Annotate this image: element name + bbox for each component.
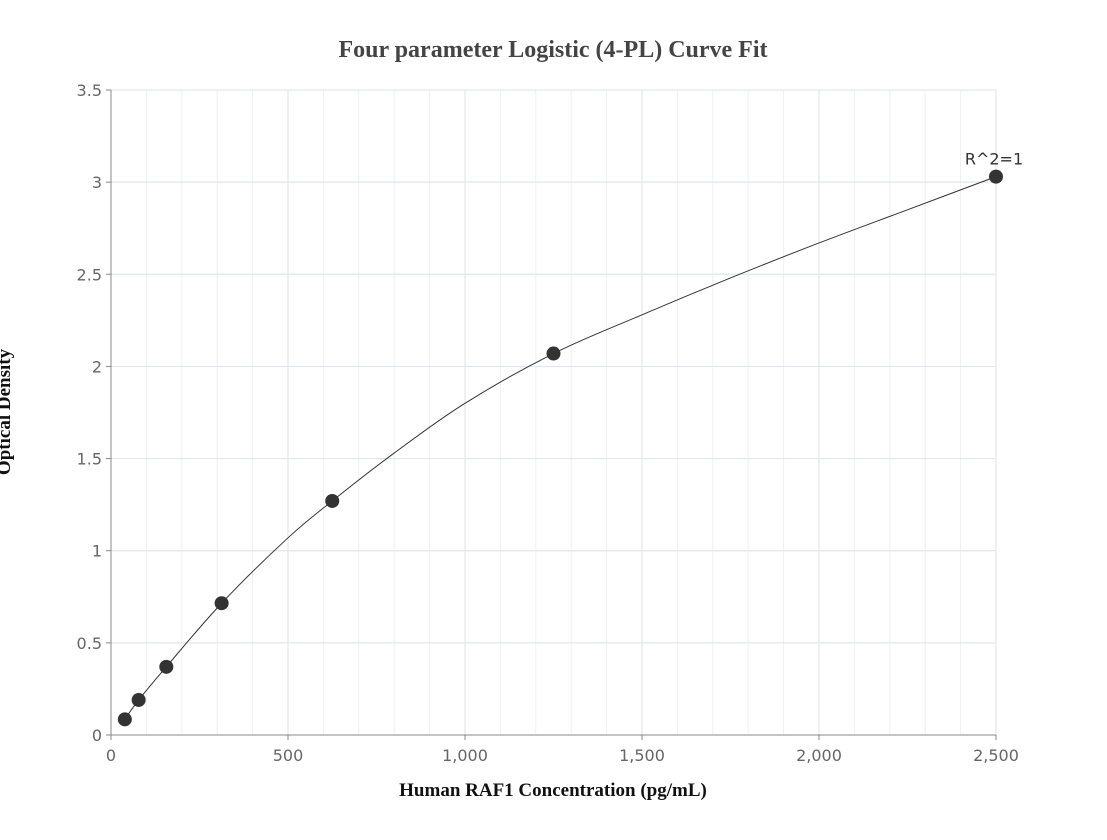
y-axis-title: Optical Density [0, 348, 15, 475]
y-tick-label: 0.5 [77, 634, 102, 653]
x-tick-label: 2,000 [796, 746, 842, 765]
x-tick-label: 500 [273, 746, 304, 765]
grid [111, 89, 997, 735]
fit-curve [124, 176, 997, 720]
x-axis-title: Human RAF1 Concentration (pg/mL) [399, 780, 707, 801]
y-tick-label: 0 [92, 726, 102, 745]
y-tick-label: 3 [92, 173, 102, 192]
x-tick-label: 2,500 [973, 746, 1019, 765]
data-point [546, 346, 561, 361]
chart-title: Four parameter Logistic (4-PL) Curve Fit [338, 37, 767, 63]
x-tick-label: 1,000 [442, 746, 488, 765]
y-tick-label: 1 [92, 542, 102, 561]
data-point [159, 659, 174, 674]
tick-labels: 0 500 1,000 1,500 2,000 2,500 0 0.5 1 1.5 2 2.5 3 3.5 [77, 81, 1019, 765]
data-point [131, 692, 146, 707]
data-point [989, 169, 1003, 184]
annotations: R^2=1 [965, 150, 1023, 169]
data-point [117, 712, 132, 727]
axes [106, 89, 997, 740]
y-tick-label: 2 [92, 357, 102, 376]
x-tick-label: 1,500 [619, 746, 665, 765]
y-tick-label: 1.5 [77, 450, 102, 469]
y-tick-label: 2.5 [77, 265, 102, 284]
x-tick-label: 0 [106, 746, 116, 765]
data-point [325, 493, 340, 508]
y-tick-label: 3.5 [77, 81, 102, 100]
r-squared-annotation: R^2=1 [965, 150, 1023, 169]
data-point [214, 596, 229, 611]
fit-curve-layer [124, 176, 997, 720]
data-points [117, 169, 1003, 727]
